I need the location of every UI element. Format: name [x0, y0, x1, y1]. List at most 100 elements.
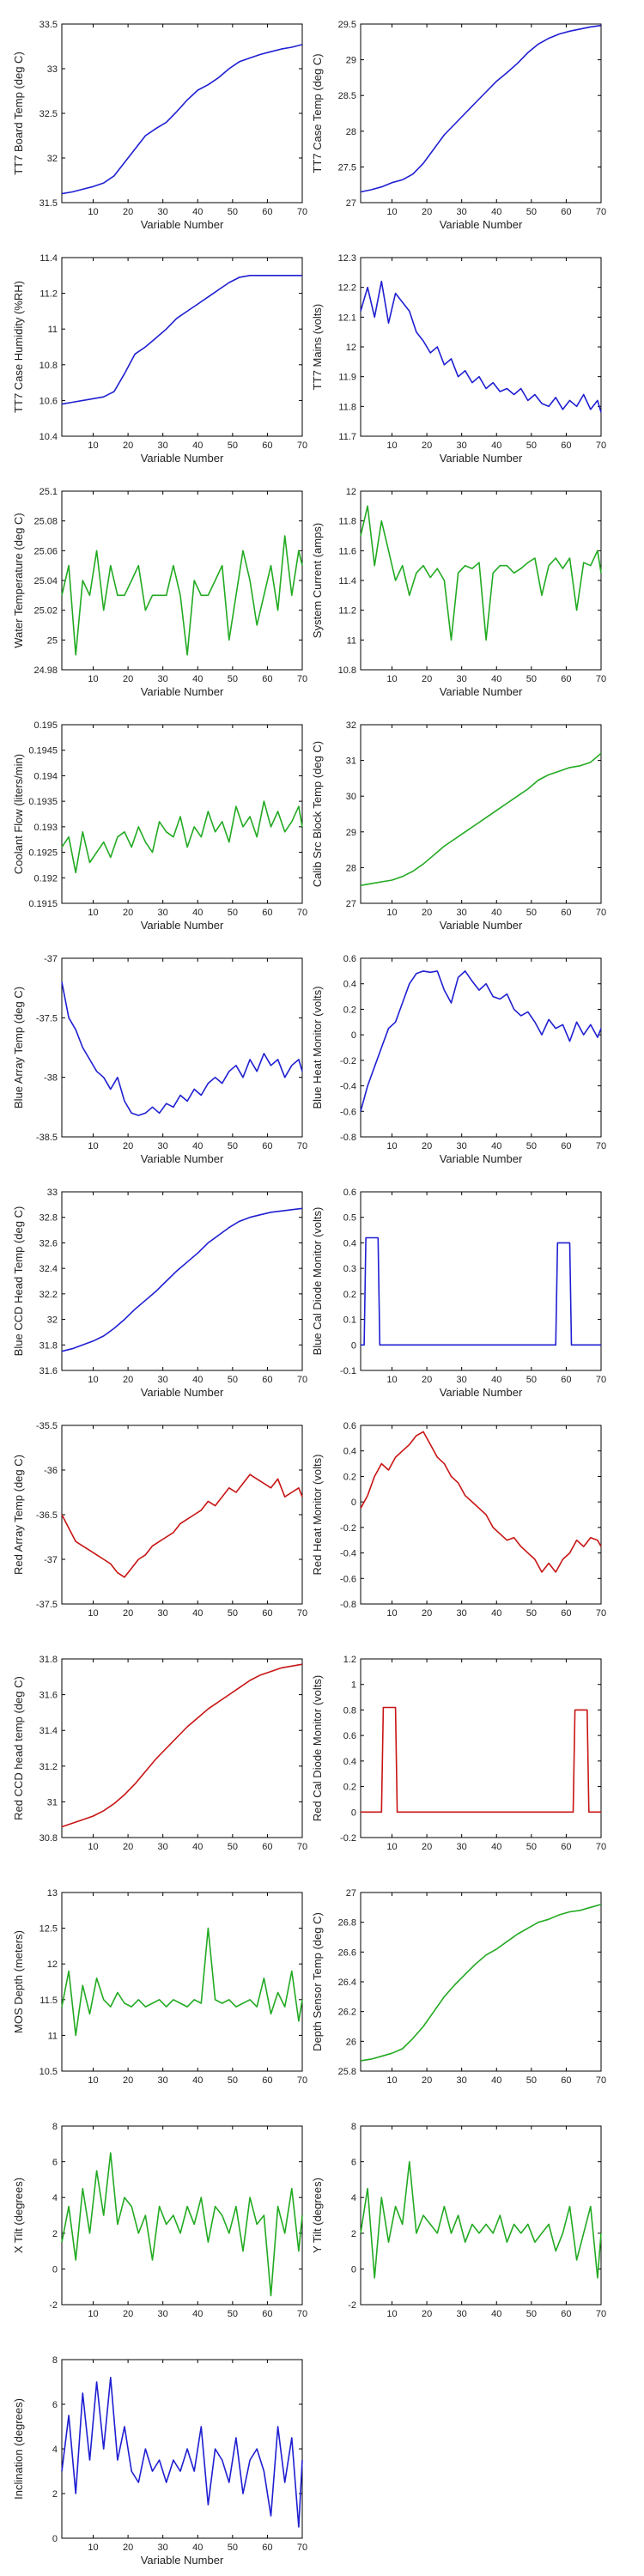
y-tick-label: -37.5 [36, 1600, 58, 1610]
x-tick-label: 40 [192, 440, 203, 451]
y-tick-label: 25.08 [33, 517, 58, 527]
x-tick-label: 10 [386, 1842, 397, 1852]
y-tick-label: 31.8 [39, 1655, 58, 1665]
y-axis-label: MOS Depth (meters) [12, 1930, 25, 2033]
x-tick-label: 10 [386, 1608, 397, 1619]
x-tick-label: 20 [422, 2075, 432, 2086]
x-tick-label: 20 [422, 1141, 432, 1151]
x-tick-label: 50 [228, 1141, 238, 1151]
x-tick-label: 30 [158, 440, 168, 451]
x-tick-label: 50 [526, 908, 537, 918]
y-tick-label: 32 [47, 154, 58, 164]
plot-frame [61, 2359, 303, 2539]
chart-12: 10 20 30 40 50 60 70 -0.1 0 0.1 0.2 0.3 0.4 0.5 0.6 Var… [311, 1188, 606, 1399]
x-tick-label: 10 [386, 1141, 397, 1151]
x-tick-label: 40 [491, 674, 501, 684]
y-tick-label: 25.8 [338, 2067, 356, 2077]
x-tick-label: 70 [596, 1141, 606, 1151]
y-tick-label: 0.5 [343, 1213, 356, 1224]
x-tick-label: 10 [386, 2309, 397, 2319]
x-tick-label: 10 [88, 2309, 98, 2319]
chart-7: 10 20 30 40 50 60 70 0.1915 0.192 0.1925 0.193 0.19… [12, 720, 307, 932]
y-tick-label: -0.8 [340, 1133, 356, 1143]
y-axis-label: TT7 Board Temp (deg C) [12, 52, 25, 175]
y-tick-label: 11.2 [39, 289, 58, 300]
x-tick-label: 70 [596, 2309, 606, 2319]
y-tick-label: 6 [351, 2158, 356, 2168]
y-axis-label: Red Cal Diode Monitor (volts) [311, 1675, 324, 1822]
y-axis-label: Blue Heat Monitor (volts) [311, 986, 324, 1109]
x-tick-label: 70 [297, 1141, 307, 1151]
y-tick-label: 33 [47, 64, 58, 75]
x-tick-label: 20 [123, 1842, 133, 1852]
y-tick-label: 0.2 [343, 1290, 356, 1300]
x-tick-label: 60 [262, 2075, 272, 2086]
y-tick-label: 11 [347, 635, 356, 646]
series-line [360, 24, 602, 193]
x-tick-label: 70 [297, 908, 307, 918]
y-tick-label: 31 [346, 756, 356, 767]
y-tick-label: 27.5 [338, 162, 356, 173]
y-axis-label: Water Temperature (deg C) [12, 513, 25, 648]
x-tick-label: 30 [158, 2075, 168, 2086]
y-tick-label: 8 [52, 2355, 58, 2366]
y-tick-label: 25.1 [39, 487, 58, 497]
x-tick-label: 30 [158, 908, 168, 918]
x-tick-label: 60 [561, 2309, 571, 2319]
x-tick-label: 70 [596, 674, 606, 684]
y-tick-label: 31.6 [39, 1366, 58, 1376]
x-tick-label: 30 [158, 207, 168, 217]
y-axis-label: Blue Cal Diode Monitor (volts) [311, 1207, 324, 1356]
x-tick-label: 20 [123, 2075, 133, 2086]
x-tick-label: 60 [262, 674, 272, 684]
x-tick-label: 30 [457, 1141, 467, 1151]
x-tick-label: 50 [228, 674, 238, 684]
x-tick-label: 40 [491, 1608, 501, 1619]
y-tick-label: 27 [346, 198, 356, 209]
x-tick-label: 40 [192, 1842, 203, 1852]
chart-5: 10 20 30 40 50 60 70 24.98 25 25.02 25.04 25.06 25.0… [12, 487, 307, 698]
x-tick-label: 30 [158, 674, 168, 684]
y-axis-label: Red Array Temp (deg C) [12, 1455, 25, 1575]
y-axis-label: Depth Sensor Temp (deg C) [311, 1912, 324, 2051]
x-tick-label: 30 [158, 1842, 168, 1852]
y-tick-label: 0.2 [343, 1005, 356, 1015]
x-tick-label: 70 [297, 674, 307, 684]
x-tick-label: 50 [228, 1608, 238, 1619]
x-tick-label: 60 [561, 1608, 571, 1619]
x-tick-label: 70 [297, 440, 307, 451]
x-tick-label: 40 [491, 1375, 501, 1385]
y-tick-label: 1.2 [343, 1655, 356, 1665]
x-tick-label: 60 [262, 440, 272, 451]
y-tick-label: 0.1915 [28, 899, 58, 909]
plot-frame [360, 23, 602, 204]
x-tick-label: 30 [457, 207, 467, 217]
y-tick-label: 26 [346, 2037, 356, 2047]
y-tick-label: 10.6 [39, 396, 58, 406]
y-tick-label: 11.4 [39, 253, 58, 264]
y-tick-label: 0 [351, 2264, 356, 2275]
y-tick-label: 31.6 [39, 1691, 58, 1701]
y-tick-label: 0.6 [343, 1731, 356, 1741]
y-tick-label: -37 [44, 1555, 58, 1565]
x-tick-label: 50 [228, 1375, 238, 1385]
y-axis-label: TT7 Mains (volts) [311, 304, 324, 390]
plot-frame [61, 957, 303, 1138]
y-tick-label: 0.1 [343, 1315, 356, 1326]
x-tick-label: 50 [526, 2309, 537, 2319]
x-tick-label: 60 [262, 1141, 272, 1151]
y-tick-label: 11.8 [338, 402, 356, 412]
x-tick-label: 10 [386, 674, 397, 684]
y-tick-label: 26.4 [338, 1978, 356, 1988]
y-tick-label: 29 [346, 828, 356, 838]
x-tick-label: 20 [422, 1842, 432, 1852]
y-tick-label: 0.192 [33, 873, 58, 884]
x-axis-label: Variable Number [440, 919, 523, 932]
y-tick-label: 0.4 [343, 980, 356, 990]
chart-10: 10 20 30 40 50 60 70 -0.8 -0.6 -0.4 -0.2 0 0.2 0.4 0.6… [311, 954, 606, 1165]
series-line [361, 1236, 601, 1346]
y-tick-label: 31 [47, 1797, 58, 1807]
x-tick-label: 20 [123, 2309, 133, 2319]
x-tick-label: 70 [297, 1375, 307, 1385]
x-tick-label: 10 [88, 1842, 98, 1852]
